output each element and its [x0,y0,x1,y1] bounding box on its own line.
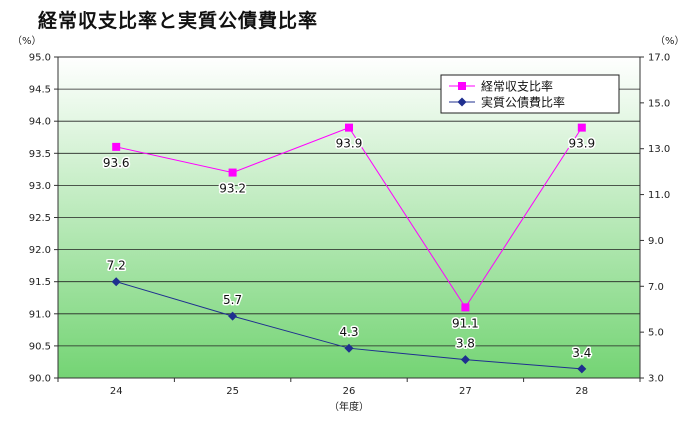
data-point [228,311,238,321]
legend-box [440,74,620,114]
data-label: 5.7 [223,293,242,307]
axes: 90.0 90.5 91.0 91.5 92.0 92.5 93.0 93.5 94.0 94.5… [12,35,685,413]
y-right-tick-label: 13.0 [648,144,670,155]
y-left-tick-label: 94.0 [29,117,51,128]
data-point [460,355,470,365]
y-right-unit: （%） [655,35,685,47]
data-point [344,343,354,353]
y-left-tick-label: 93.0 [29,181,51,192]
y-right-tick-label: 11.0 [648,190,670,201]
data-label: 4.3 [339,325,358,339]
data-point [461,303,470,312]
data-point [112,142,121,151]
data-label: 3.8 [456,337,475,351]
data-label: 7.2 [107,259,126,273]
y-left-tick-label: 95.0 [29,53,51,64]
y-left-tick-label: 90.0 [29,374,51,385]
data-label: 93.2 [219,182,246,196]
y-left-tick-label: 91.5 [29,277,51,288]
y-left-unit: （%） [12,35,42,47]
data-label: 91.1 [452,316,479,330]
series-layer [111,123,587,374]
legend-label: 経常収支比率 [481,79,553,94]
chart-title: 経常収支比率と実質公債費比率 [38,10,319,32]
y-left-tick-label: 91.0 [29,309,51,320]
x-tick-label: 24 [110,386,123,397]
legend-marker [458,82,466,90]
gridlines [58,88,640,347]
y-left-tick-label: 92.5 [29,213,51,224]
y-right-tick-label: 3.0 [648,374,664,385]
x-tick-label: 28 [575,386,588,397]
data-point [577,364,587,374]
legend-marker [457,97,467,107]
x-tick-label: 27 [459,386,472,397]
data-label: 93.9 [568,137,595,151]
data-point [577,123,586,132]
y-left-tick-label: 93.5 [29,149,51,160]
data-point [111,277,121,287]
y-right-tick-label: 7.0 [648,282,664,293]
data-label: 93.6 [103,156,130,170]
y-right-tick-label: 5.0 [648,328,664,339]
x-tick-label: 26 [343,386,356,397]
y-left-tick-label: 90.5 [29,341,51,352]
y-right-tick-label: 17.0 [648,53,670,64]
y-left-tick-label: 94.5 [29,85,51,96]
data-label: 93.9 [336,137,363,151]
x-axis-label: （年度） [329,400,369,413]
y-left-tick-label: 92.0 [29,245,51,256]
legend-label: 実質公債費比率 [481,95,565,110]
data-labels: 93.6 93.2 93.9 91.1 93.9 7.2 5.7 4.3 3.8 3.4 [101,135,596,361]
x-tick-label: 25 [226,386,239,397]
data-point [345,123,353,132]
data-point [228,168,237,177]
y-right-tick-label: 15.0 [648,98,670,109]
data-label: 3.4 [572,346,591,360]
y-right-tick-label: 9.0 [648,236,664,247]
